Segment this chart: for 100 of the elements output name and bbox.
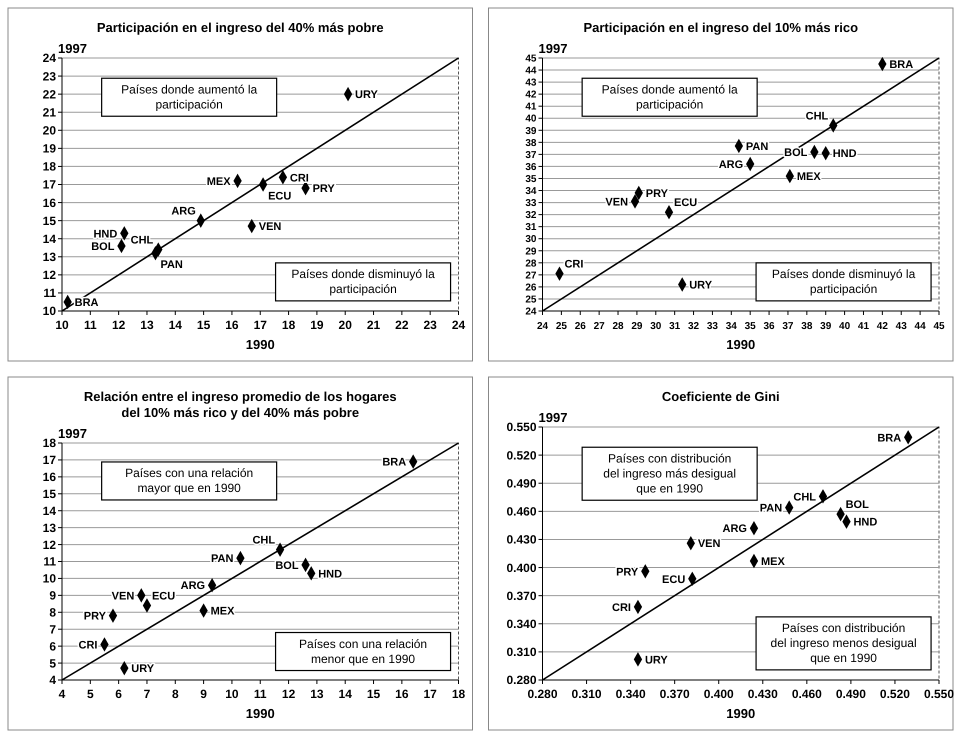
x-tick-label: 40 (839, 321, 851, 332)
series-label: BRA (889, 59, 914, 72)
y-tick-label: 0.340 (506, 616, 537, 631)
series-label: URY (689, 279, 713, 292)
x-tick-label: 35 (744, 321, 756, 332)
series-label: HND (853, 516, 878, 529)
series-label: URY (131, 663, 155, 676)
series-label: PAN (746, 140, 768, 153)
y-tick-label: 0.550 (506, 420, 537, 434)
x-tick-label: 41 (858, 321, 870, 332)
series-label: MEX (210, 606, 236, 618)
x-tick-label: 15 (366, 687, 381, 701)
x-tick-label: 12 (112, 318, 126, 332)
series-label: HND (832, 148, 857, 160)
series-label: CRI (78, 639, 98, 652)
y-tick-label: 39 (525, 126, 537, 137)
y-tick-label: 6 (49, 639, 56, 654)
series-label: VEN (605, 196, 628, 208)
y-tick-label: 8 (49, 605, 56, 620)
x-tick-label: 13 (140, 318, 154, 332)
series-label: VEN (698, 538, 720, 550)
annotation: Países con distribución del ingreso menos desigual que en 1990 (770, 621, 917, 666)
y-tick-label: 16 (42, 196, 56, 210)
y-tick-label: 4 (49, 673, 56, 688)
x-tick-label: 27 (594, 321, 606, 332)
y-tick-label: 23 (42, 69, 56, 84)
series-label: CRI (564, 258, 584, 271)
x-tick-label: 4 (58, 687, 66, 701)
series-label: ARG (180, 580, 206, 592)
x-tick-label: 43 (896, 321, 908, 332)
x-tick-label: 7 (144, 687, 151, 701)
x-tick-label: 0.550 (924, 687, 954, 701)
series-label: BRA (382, 456, 406, 469)
x-tick-label: 29 (631, 321, 643, 332)
series-label: BRA (74, 296, 99, 309)
y-tick-label: 45 (525, 54, 537, 64)
text-box: Países con distribución del ingreso más desigual que en 1990 (582, 446, 758, 501)
text-box: Países con una relación menor que en 1990 (274, 632, 452, 672)
y-tick-label: 28 (525, 258, 537, 270)
y-tick-label: 0.280 (506, 673, 537, 688)
y-tick-label: 14 (42, 232, 56, 246)
y-tick-label: 22 (42, 87, 56, 102)
y-tick-label: 0.430 (506, 532, 537, 547)
series-label: ARG (722, 523, 747, 536)
y-tick-label: 33 (525, 198, 537, 210)
x-tick-label: 0.400 (704, 687, 734, 701)
x-tick-label: 34 (726, 321, 738, 332)
y-tick-label: 44 (525, 66, 537, 77)
y-tick-label: 24 (42, 51, 56, 66)
y-tick-label: 38 (525, 138, 537, 149)
y-tick-label: 31 (525, 222, 537, 234)
x-tick-label: 31 (669, 321, 681, 332)
x-tick-label: 14 (338, 687, 352, 701)
y-tick-label: 10 (42, 304, 56, 318)
annotation: Países con una relación mayor que en 1990 (125, 466, 254, 496)
y-tick-label: 21 (42, 105, 56, 120)
y-tick-label: 40 (525, 114, 537, 125)
y-tick-label: 0.370 (506, 588, 537, 603)
y-tick-label: 0.490 (506, 476, 537, 490)
x-tick-label: 0.460 (792, 687, 822, 701)
y-tick-label: 30 (525, 234, 537, 246)
x-tick-label: 38 (801, 321, 813, 332)
x-tick-label: 24 (536, 321, 548, 332)
series-label: CRI (290, 172, 309, 184)
y-tick-label: 7 (49, 622, 56, 636)
y-axis-title: 1997 (58, 426, 87, 441)
text-box: Países donde aumentó la participación (101, 78, 278, 117)
x-tick-label: 11 (84, 318, 97, 332)
series-label: ECU (662, 574, 686, 586)
y-tick-label: 12 (42, 538, 56, 552)
series-label: VEN (258, 221, 282, 234)
series-label: PAN (760, 502, 782, 515)
series-label: MEX (796, 171, 822, 184)
series-label: PRY (84, 610, 107, 623)
chart-title: Participación en el ingreso del 40% más pobre (96, 20, 384, 35)
series-label: HND (318, 568, 342, 580)
x-tick-label: 13 (310, 687, 324, 701)
series-label: ECU (674, 197, 698, 210)
series-label: URY (644, 654, 668, 666)
y-tick-label: 25 (525, 294, 537, 306)
y-tick-label: 35 (525, 174, 537, 185)
y-tick-label: 43 (525, 78, 537, 89)
x-tick-label: 0.490 (836, 687, 866, 701)
y-tick-label: 0.310 (506, 645, 537, 660)
y-tick-label: 10 (42, 572, 56, 586)
series-label: ECU (152, 590, 176, 603)
y-tick-label: 16 (42, 470, 56, 484)
text-box: Países donde disminuyó la participación (755, 262, 932, 302)
x-tick-label: 19 (310, 318, 324, 332)
series-label: MEX (206, 176, 232, 188)
x-axis-title: 1990 (246, 706, 275, 721)
x-tick-label: 28 (612, 321, 624, 332)
series-label: URY (355, 89, 379, 102)
x-tick-label: 30 (650, 321, 662, 332)
series-label: ARG (718, 159, 744, 172)
x-tick-label: 23 (424, 318, 438, 332)
x-tick-label: 36 (764, 321, 776, 332)
series-label: PRY (312, 183, 336, 196)
x-tick-label: 22 (395, 318, 409, 332)
x-tick-label: 17 (254, 318, 268, 332)
